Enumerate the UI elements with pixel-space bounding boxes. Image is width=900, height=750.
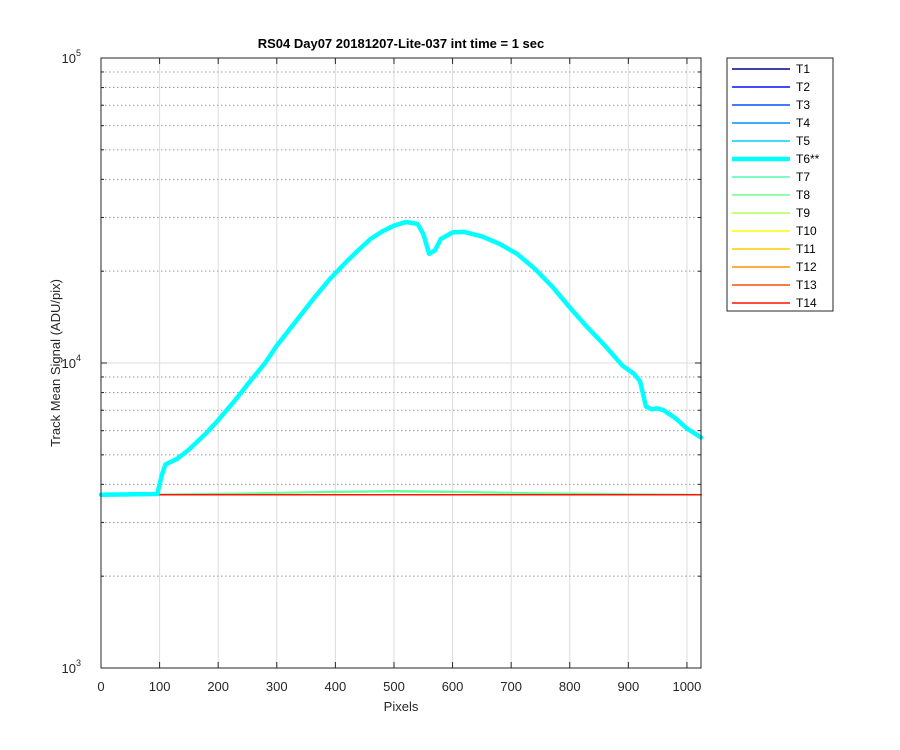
x-tick-label: 0 <box>97 679 104 694</box>
legend-label: T7 <box>796 170 810 184</box>
legend-label: T8 <box>796 188 810 202</box>
legend-label: T3 <box>796 98 810 112</box>
legend-box <box>726 57 834 312</box>
grid-layer <box>101 58 701 668</box>
tick-layer <box>100 57 701 669</box>
x-axis-tick-labels: 0 100 200 300 400 500 600 700 800 900 1000 <box>97 679 701 694</box>
legend-items: T1 T2 T3 T4 T5 T6** T7 T8 T9 T10 T11 T12 T13 T14 <box>732 62 820 310</box>
legend-label: T5 <box>796 134 810 148</box>
legend-label: T6** <box>796 152 820 166</box>
legend-label: T13 <box>796 278 817 292</box>
y-tick-label: 104 <box>62 353 81 371</box>
x-tick-label: 400 <box>325 679 347 694</box>
legend-label: T10 <box>796 224 817 238</box>
y-tick-label: 105 <box>62 48 81 66</box>
chart-title: RS04 Day07 20181207-Lite-037 int time = … <box>258 36 545 51</box>
plot-area <box>98 57 704 669</box>
legend-label: T14 <box>796 296 817 310</box>
legend-label: T1 <box>796 62 810 76</box>
x-tick-label: 500 <box>383 679 405 694</box>
x-tick-label: 800 <box>559 679 581 694</box>
legend-label: T2 <box>796 80 810 94</box>
legend-label: T4 <box>796 116 810 130</box>
y-axis-tick-labels: 103 104 105 <box>62 48 81 676</box>
y-tick-label: 103 <box>62 658 81 676</box>
x-tick-label: 300 <box>266 679 288 694</box>
x-tick-label: 200 <box>207 679 229 694</box>
series-layer <box>98 219 704 497</box>
legend-label: T9 <box>796 206 810 220</box>
series-line-t6 <box>98 219 704 497</box>
y-axis-label: Track Mean Signal (ADU/pix) <box>48 279 63 447</box>
x-tick-label: 700 <box>500 679 522 694</box>
legend-label: T11 <box>796 242 816 256</box>
x-tick-label: 600 <box>442 679 464 694</box>
x-tick-label: 100 <box>149 679 171 694</box>
x-tick-label: 1000 <box>672 679 701 694</box>
legend-label: T12 <box>796 260 817 274</box>
x-tick-label: 900 <box>617 679 639 694</box>
x-axis-label: Pixels <box>384 699 419 714</box>
legend: T1 T2 T3 T4 T5 T6** T7 T8 T9 T10 T11 T12 T13 T14 <box>726 57 834 312</box>
